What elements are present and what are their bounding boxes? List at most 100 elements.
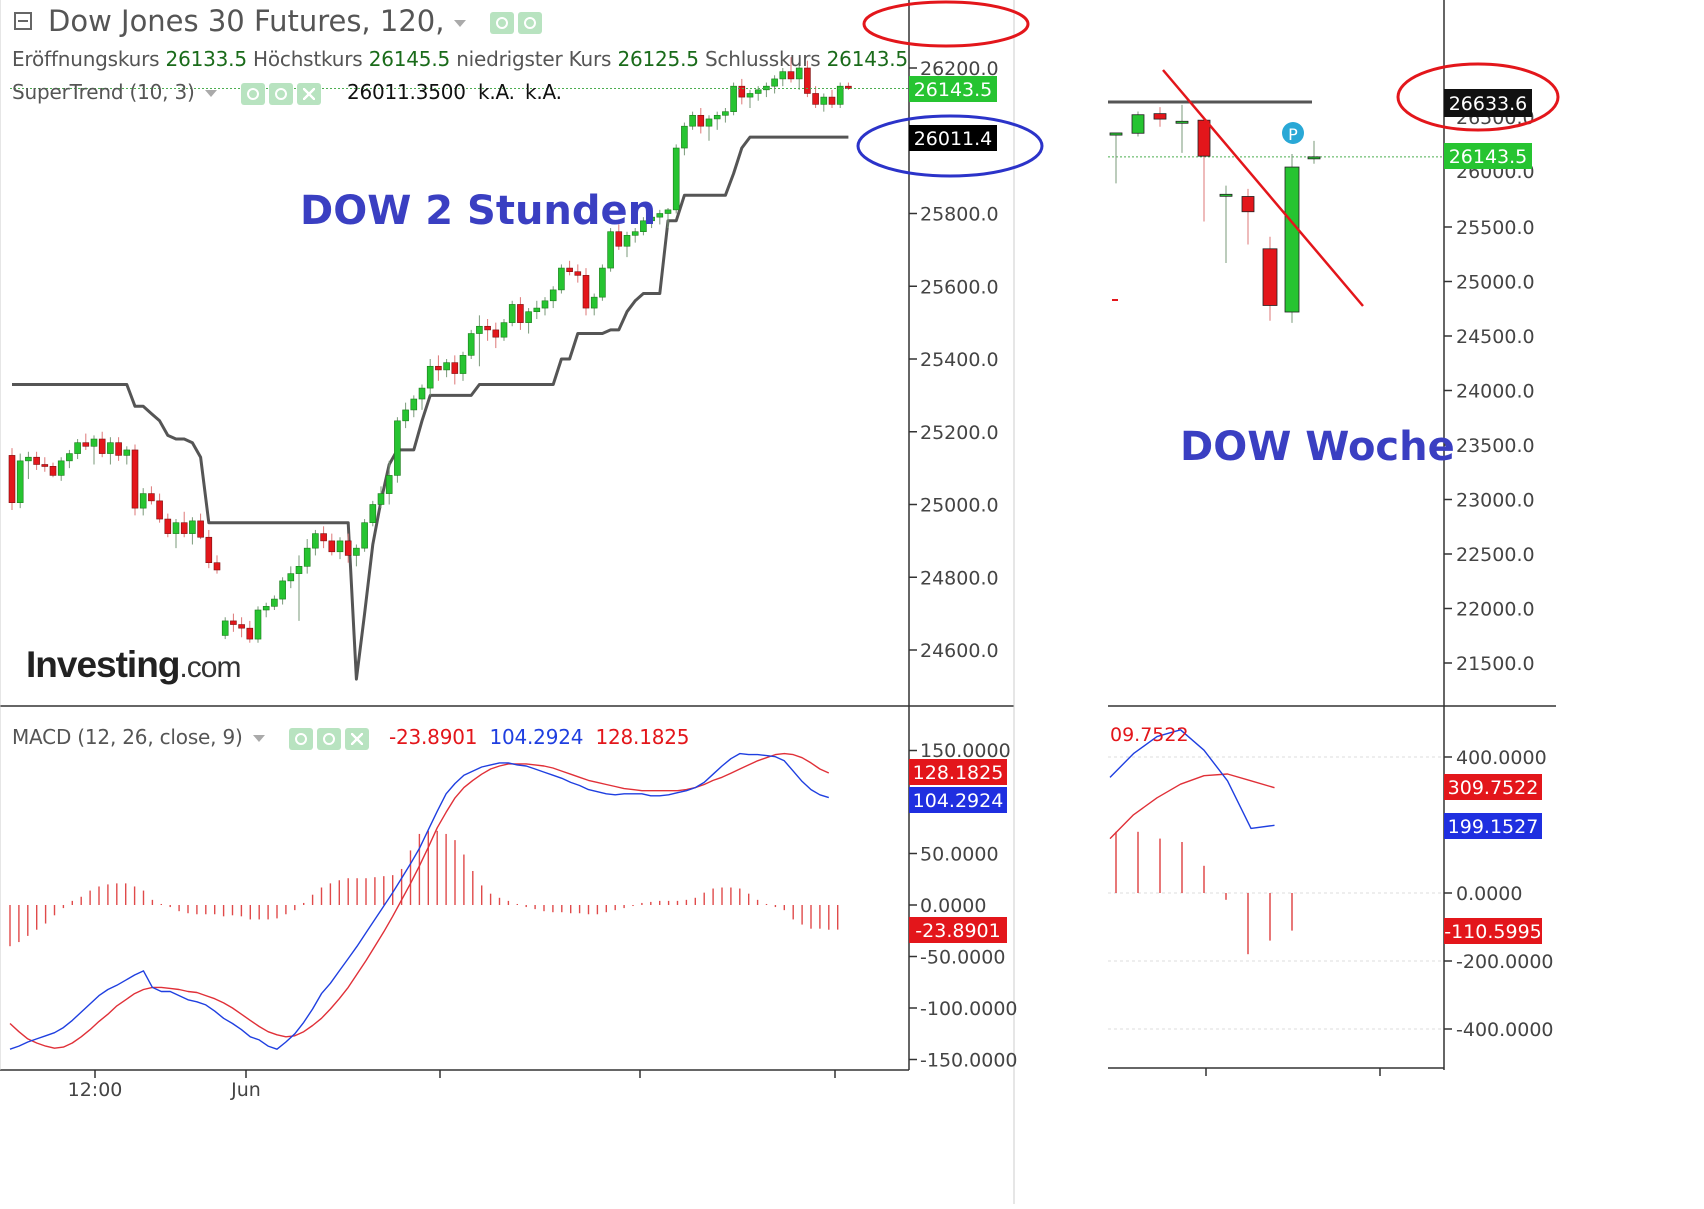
left-candle-body bbox=[320, 533, 327, 542]
left-macd-value-label: 104.2924 bbox=[913, 790, 1004, 812]
right-macd-value-label-box bbox=[1444, 813, 1542, 839]
right-downtrend-line bbox=[1162, 69, 1364, 307]
settings-icon[interactable] bbox=[268, 82, 293, 105]
left-candle-body bbox=[271, 598, 278, 607]
left-candle-body bbox=[328, 540, 336, 553]
settings-icon[interactable] bbox=[316, 727, 341, 750]
left-candle-body bbox=[476, 325, 483, 334]
left-candle-body bbox=[828, 96, 836, 105]
highlight-ellipse-red bbox=[862, 0, 1030, 48]
right-macd-tick-label: 0.0000 bbox=[1456, 883, 1522, 905]
left-candle-body bbox=[820, 96, 828, 105]
left-last-price-label: 26143.5 bbox=[914, 79, 993, 101]
right-price-tick-label: 24000.0 bbox=[1456, 381, 1535, 403]
left-candle-body bbox=[435, 365, 442, 371]
right-candle-body bbox=[1219, 193, 1233, 197]
chart-title-text: Dow Jones 30 Futures, 120, bbox=[48, 4, 445, 38]
left-candle-body bbox=[279, 580, 286, 600]
right-price-tick-label: 25500.0 bbox=[1456, 217, 1535, 239]
left-candle-body bbox=[787, 71, 795, 80]
visibility-icon[interactable] bbox=[288, 727, 313, 750]
left-candle-body bbox=[312, 533, 319, 549]
left-candle-body bbox=[492, 329, 500, 338]
left-macd-value-label-box bbox=[909, 787, 1007, 813]
right-candle-body bbox=[1153, 113, 1167, 120]
left-candle-body bbox=[746, 93, 754, 98]
right-macd-tick-label: -200.0000 bbox=[1456, 951, 1554, 973]
pivot-marker-label: P bbox=[1288, 125, 1298, 144]
left-candle-body bbox=[336, 540, 344, 553]
left-macd-signal-label-box bbox=[909, 759, 1007, 785]
supertrend-na-2: k.A. bbox=[525, 80, 562, 104]
left-candle-body bbox=[804, 67, 811, 94]
visibility-icon[interactable] bbox=[240, 82, 265, 105]
left-candle-body bbox=[549, 289, 557, 302]
right-last-price-label: 26143.5 bbox=[1449, 146, 1528, 168]
right-price-tick-label: 25000.0 bbox=[1456, 272, 1535, 294]
right-top-price-label: 26633.6 bbox=[1449, 93, 1528, 115]
left-candle-body bbox=[385, 475, 393, 494]
left-candle-body bbox=[344, 540, 352, 556]
left-candle-body bbox=[418, 387, 426, 400]
left-candle-body bbox=[57, 460, 65, 476]
visibility-icon[interactable] bbox=[490, 12, 515, 34]
macd-label: MACD (12, 26, close, 9) bbox=[12, 725, 243, 749]
left-candle-body bbox=[49, 466, 57, 476]
left-macd-tick-label: 150.0000 bbox=[920, 740, 1011, 762]
settings-icon[interactable] bbox=[518, 12, 543, 34]
right-macd-signal-label: 309.7522 bbox=[1448, 777, 1539, 799]
right-candle-body bbox=[1241, 196, 1255, 213]
left-macd-hist-label: -23.8901 bbox=[915, 920, 1000, 942]
chevron-down-icon[interactable] bbox=[252, 735, 265, 742]
supertrend-na-1: k.A. bbox=[478, 80, 515, 104]
time-label-jun: Jun bbox=[230, 1079, 261, 1101]
left-candle-body bbox=[648, 216, 655, 222]
left-candle-body bbox=[705, 118, 713, 127]
left-macd-tick-label: -50.0000 bbox=[920, 947, 1005, 969]
chart-title: Dow Jones 30 Futures, 120, bbox=[48, 4, 543, 38]
supertrend-line bbox=[12, 135, 849, 681]
left-candle-body bbox=[484, 325, 491, 331]
right-candle-body bbox=[1284, 166, 1300, 313]
left-macd-tick-label: 0.0000 bbox=[920, 895, 986, 917]
left-candle-body bbox=[394, 420, 401, 476]
left-candle-body bbox=[836, 85, 844, 105]
left-candle-body bbox=[287, 573, 295, 582]
left-price-tick-label: 25000.0 bbox=[920, 495, 999, 517]
left-candle-body bbox=[500, 322, 508, 338]
supertrend-label: SuperTrend (10, 3) bbox=[12, 80, 195, 104]
left-candle-body bbox=[197, 520, 204, 538]
investing-logo: Investing.com bbox=[26, 644, 241, 686]
left-candle-body bbox=[779, 71, 787, 80]
right-macd-value-label: 199.1527 bbox=[1448, 816, 1539, 838]
right-macd-signal-line bbox=[1109, 773, 1275, 840]
left-price-tick-label: 25600.0 bbox=[920, 276, 999, 298]
left-candle-body bbox=[713, 114, 721, 120]
left-candle-body bbox=[172, 522, 180, 534]
left-candle-body bbox=[254, 609, 262, 640]
close-icon[interactable] bbox=[296, 82, 321, 105]
macd-legend: MACD (12, 26, close, 9) -23.8901 104.292… bbox=[12, 725, 690, 750]
open-value: 26133.5 bbox=[165, 47, 248, 71]
highlight-ellipse-blue bbox=[856, 114, 1044, 178]
collapse-icon[interactable] bbox=[14, 12, 32, 30]
left-candle-body bbox=[754, 89, 762, 94]
left-candle-body bbox=[599, 267, 606, 298]
left-price-tick-label: 24600.0 bbox=[920, 640, 999, 662]
right-macd-hist-label: -110.5995 bbox=[1444, 921, 1542, 943]
left-price-tick-label: 24800.0 bbox=[920, 567, 999, 589]
chevron-down-icon[interactable] bbox=[454, 19, 467, 27]
chevron-down-icon[interactable] bbox=[204, 90, 217, 97]
left-candle-body bbox=[738, 85, 746, 98]
close-icon[interactable] bbox=[344, 727, 369, 750]
left-candle-body bbox=[353, 547, 360, 556]
left-candle-body bbox=[377, 493, 385, 505]
left-candle-body bbox=[156, 500, 163, 520]
right-price-tick-label: 23000.0 bbox=[1456, 490, 1535, 512]
left-candle-body bbox=[213, 562, 221, 571]
left-candle-body bbox=[443, 362, 450, 371]
left-candle-body bbox=[795, 67, 803, 80]
left-candle-body bbox=[238, 624, 245, 629]
annotation-dow-woche: DOW Woche bbox=[1180, 424, 1455, 470]
